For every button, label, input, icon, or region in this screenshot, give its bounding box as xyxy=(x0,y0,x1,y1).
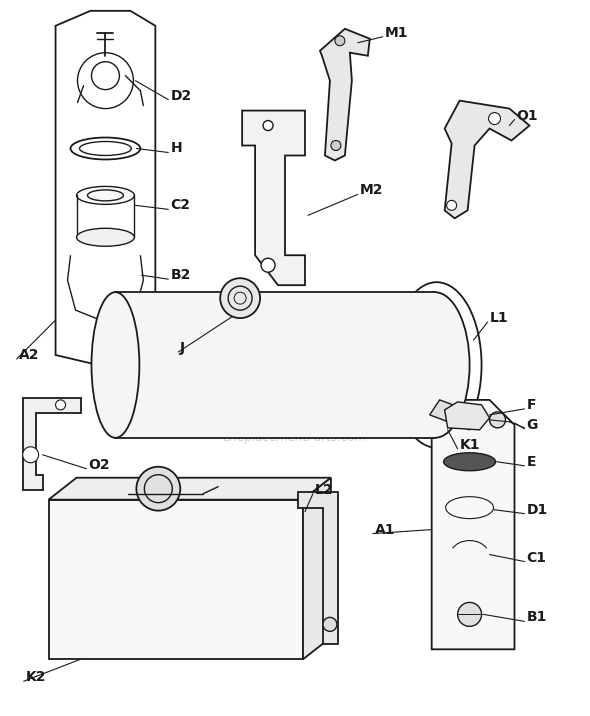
Circle shape xyxy=(263,120,273,130)
Text: K2: K2 xyxy=(25,670,46,684)
Circle shape xyxy=(447,200,457,211)
Text: B1: B1 xyxy=(526,610,547,624)
Polygon shape xyxy=(116,292,435,437)
Circle shape xyxy=(489,112,500,125)
Ellipse shape xyxy=(77,228,135,246)
Polygon shape xyxy=(445,402,490,430)
Text: M2: M2 xyxy=(360,183,384,198)
Polygon shape xyxy=(298,492,338,644)
Circle shape xyxy=(323,617,337,632)
Ellipse shape xyxy=(444,453,496,470)
Text: M1: M1 xyxy=(385,26,408,40)
Polygon shape xyxy=(445,101,529,218)
Polygon shape xyxy=(48,500,303,659)
Polygon shape xyxy=(48,478,331,500)
Ellipse shape xyxy=(77,186,135,204)
Polygon shape xyxy=(430,400,480,430)
Text: L1: L1 xyxy=(490,311,508,325)
Circle shape xyxy=(331,140,341,150)
Ellipse shape xyxy=(91,292,139,437)
Circle shape xyxy=(96,320,116,340)
Circle shape xyxy=(220,279,260,318)
Polygon shape xyxy=(303,478,331,659)
Text: F: F xyxy=(526,398,536,412)
Text: D2: D2 xyxy=(171,89,192,102)
Circle shape xyxy=(490,412,506,428)
Circle shape xyxy=(22,447,38,463)
Polygon shape xyxy=(242,110,305,285)
Circle shape xyxy=(136,467,181,511)
Text: E: E xyxy=(526,455,536,469)
Text: H: H xyxy=(171,142,182,155)
Text: D1: D1 xyxy=(526,503,548,517)
Circle shape xyxy=(335,36,345,46)
Circle shape xyxy=(55,400,65,410)
Polygon shape xyxy=(22,398,80,490)
Text: G: G xyxy=(526,418,538,432)
Circle shape xyxy=(261,258,275,272)
Text: L2: L2 xyxy=(315,483,333,497)
Polygon shape xyxy=(432,400,514,649)
Text: K1: K1 xyxy=(460,437,480,452)
Text: J: J xyxy=(181,341,185,355)
Text: B2: B2 xyxy=(171,268,191,282)
Text: C1: C1 xyxy=(526,551,546,564)
Circle shape xyxy=(458,602,481,626)
Polygon shape xyxy=(55,11,155,375)
Text: eReplacementParts.com: eReplacementParts.com xyxy=(223,431,367,445)
Text: O1: O1 xyxy=(516,109,538,122)
Ellipse shape xyxy=(400,292,470,437)
Polygon shape xyxy=(320,29,370,160)
Text: A2: A2 xyxy=(19,348,39,362)
Text: C2: C2 xyxy=(171,198,191,213)
Text: O2: O2 xyxy=(88,458,110,472)
Text: A1: A1 xyxy=(375,523,395,536)
